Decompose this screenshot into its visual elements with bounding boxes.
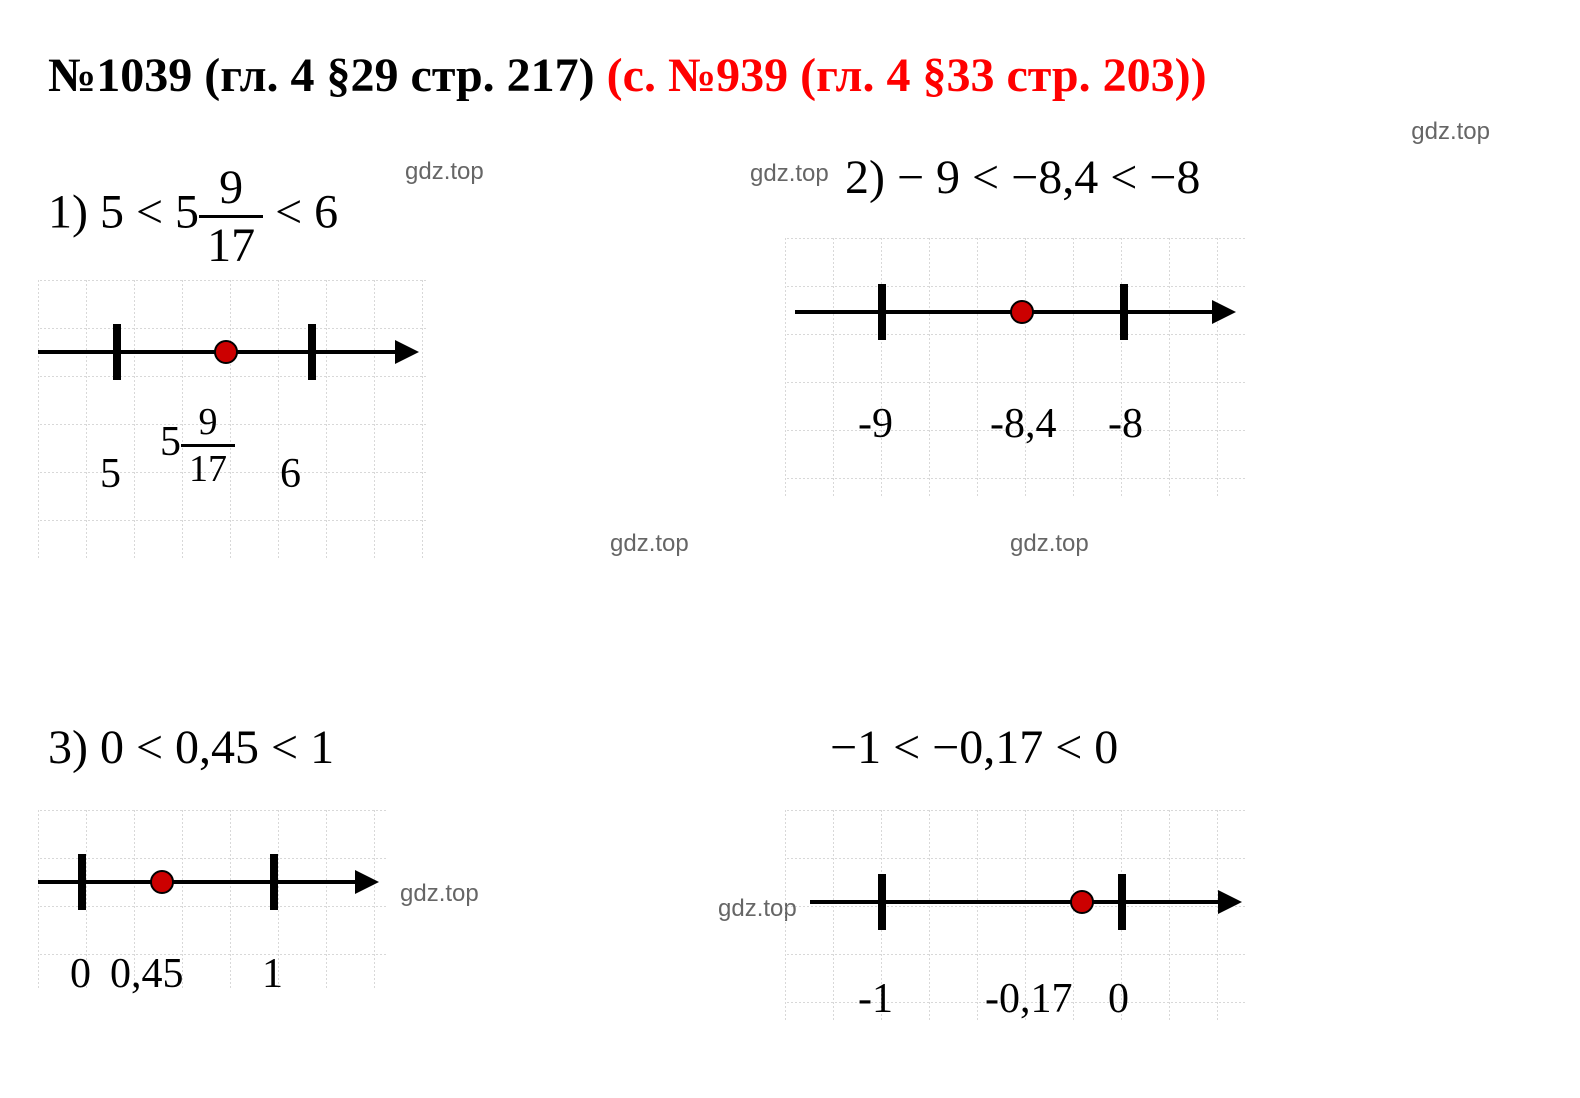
watermark-top-right: gdz.top — [1411, 118, 1490, 146]
watermark-p3-right: gdz.top — [400, 880, 479, 908]
p2-line — [795, 310, 1215, 314]
watermark-p2-left: gdz.top — [750, 160, 829, 188]
p2-dot — [1010, 300, 1034, 324]
p3-label-2: 0,45 — [110, 950, 184, 998]
p4-tick-2 — [1118, 874, 1126, 930]
page-header: №1039 (гл. 4 §29 стр. 217) (с. №939 (гл.… — [48, 48, 1207, 103]
p1-frac-den: 17 — [199, 218, 263, 273]
p1-tick-2 — [308, 324, 316, 380]
p4-label-1: -1 — [858, 975, 893, 1023]
problem-4-text: −1 < −0,17 < 0 — [830, 720, 1118, 775]
p3-label-1: 0 — [70, 950, 91, 998]
p1-arrow — [395, 340, 419, 364]
p1-label-3: 6 — [280, 450, 301, 498]
watermark-bottom-center: gdz.top — [1010, 530, 1089, 558]
p4-arrow — [1218, 890, 1242, 914]
p3-tick-1 — [78, 854, 86, 910]
p1-l2-den: 17 — [181, 447, 235, 491]
p1-tick-1 — [113, 324, 121, 380]
header-black-text: №1039 (гл. 4 §29 стр. 217) — [48, 49, 607, 102]
p2-arrow — [1212, 300, 1236, 324]
p1-fraction: 917 — [199, 160, 263, 273]
p1-label-2: 5917 — [160, 400, 235, 491]
p3-line — [38, 880, 358, 884]
p1-l2-int: 5 — [160, 419, 181, 465]
problem-1-text: 1) 5 < 5917 < 6 — [48, 160, 338, 273]
p1-l2-num: 9 — [181, 400, 235, 447]
p4-tick-1 — [878, 874, 886, 930]
p3-arrow — [355, 870, 379, 894]
p2-label-2: -8,4 — [990, 400, 1057, 448]
problem-2-text: 2) − 9 < −8,4 < −8 — [845, 150, 1200, 205]
p2-tick-1 — [878, 284, 886, 340]
p3-dot — [150, 870, 174, 894]
p4-dot — [1070, 890, 1094, 914]
p4-label-3: 0 — [1108, 975, 1129, 1023]
p3-label-3: 1 — [262, 950, 283, 998]
p1-l2-frac: 917 — [181, 400, 235, 491]
p3-tick-2 — [270, 854, 278, 910]
p1-label-1: 5 — [100, 450, 121, 498]
p2-tick-2 — [1120, 284, 1128, 340]
p1-dot — [214, 340, 238, 364]
p4-line — [810, 900, 1220, 904]
watermark-center: gdz.top — [610, 530, 689, 558]
problem-3-text: 3) 0 < 0,45 < 1 — [48, 720, 334, 775]
p1-suffix: < 6 — [263, 186, 338, 239]
p2-label-1: -9 — [858, 400, 893, 448]
p4-label-2: -0,17 — [985, 975, 1073, 1023]
p2-grid — [785, 238, 1245, 498]
p1-frac-num: 9 — [199, 160, 263, 218]
p1-prefix: 1) 5 < 5 — [48, 186, 199, 239]
p2-label-3: -8 — [1108, 400, 1143, 448]
watermark-p1: gdz.top — [405, 158, 484, 186]
header-red-text: (с. №939 (гл. 4 §33 стр. 203)) — [607, 49, 1207, 102]
